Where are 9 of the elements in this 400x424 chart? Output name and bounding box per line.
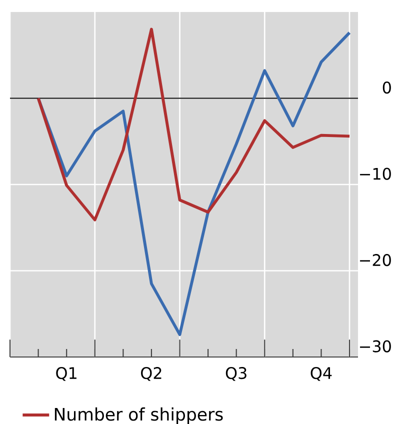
x-tick-label: Q4 bbox=[310, 367, 332, 381]
legend-label: Number of shippers bbox=[54, 407, 223, 424]
y-tick-label: −30 bbox=[360, 340, 391, 352]
y-tick-label: −10 bbox=[360, 168, 391, 180]
x-tick-label: Q1 bbox=[56, 367, 76, 381]
x-tick-label: Q2 bbox=[141, 367, 162, 381]
y-tick-label: −20 bbox=[360, 254, 391, 266]
x-tick-label: Q3 bbox=[226, 367, 246, 381]
y-tick-label: 0 bbox=[382, 82, 391, 94]
